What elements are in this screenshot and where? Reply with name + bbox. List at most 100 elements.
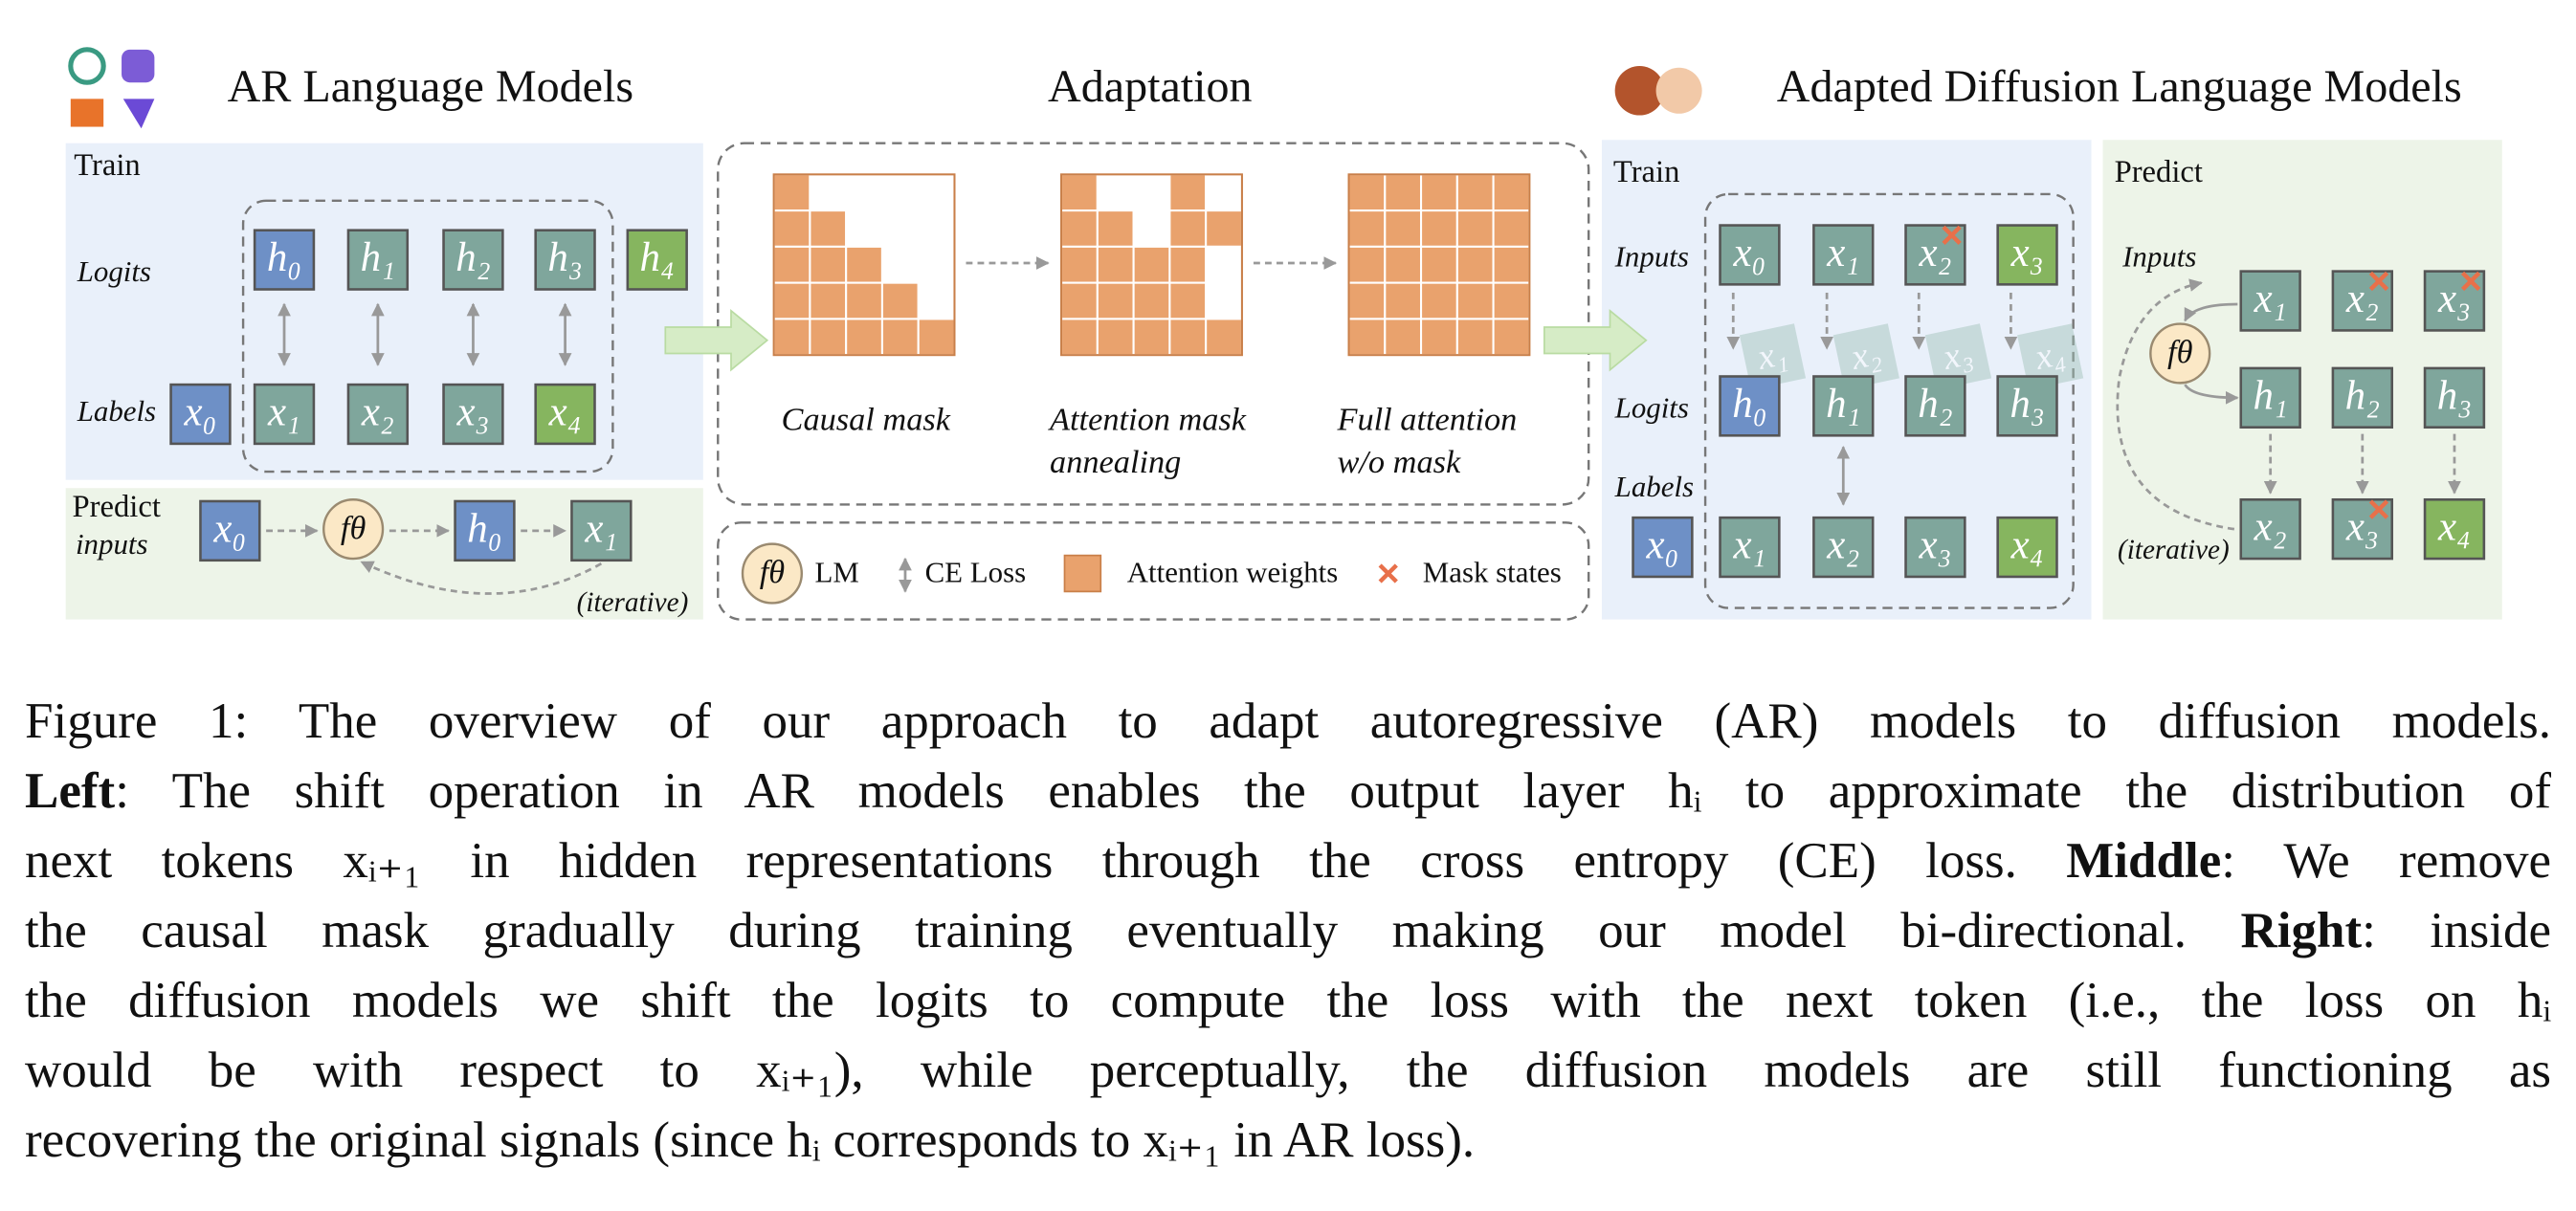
token-box: [346, 383, 410, 446]
mask-cell: [845, 318, 883, 357]
caption-line: the diffusion models we shift the logits…: [25, 966, 2551, 1036]
shifted-token: x₄: [2016, 323, 2084, 390]
grid-frame: [1060, 173, 1243, 357]
shifted-token: x₂: [1832, 323, 1899, 390]
lm-label: fθ: [341, 510, 366, 546]
mask-cell: [772, 318, 811, 357]
mask-cell: [1205, 318, 1243, 357]
token-box: [534, 229, 596, 291]
token-box: [2423, 497, 2486, 561]
token-box: [442, 383, 504, 446]
token-label: x₁: [1826, 231, 1859, 275]
label: Full attention: [1337, 401, 1518, 437]
mask-cell: [1132, 209, 1171, 248]
token-label: x₂: [1826, 523, 1859, 568]
lm-circle: [2149, 322, 2211, 385]
caption: Figure 1: The overview of our approach t…: [25, 687, 2551, 1176]
arrow: [2184, 384, 2239, 405]
caption-text: : The shift operation in AR models enabl…: [115, 763, 2551, 819]
heading: AR Language Models: [228, 61, 633, 112]
token-box: [2423, 270, 2486, 332]
token-label: x₁: [2254, 276, 2287, 321]
token-box: [1996, 516, 2058, 579]
token-label: h₂: [2345, 373, 2380, 418]
token-label: x₂: [2254, 505, 2287, 550]
caption-bold: Middle: [2066, 833, 2222, 889]
mask-cell: [809, 281, 848, 320]
big-arrow: [664, 309, 769, 372]
token-box: [1719, 516, 1781, 579]
caption-text: recovering the original signals (since h…: [25, 1112, 1476, 1168]
mask-cell: [880, 281, 920, 320]
token-box: [2239, 270, 2301, 332]
mask-cell: [917, 173, 956, 212]
token-label: x₃: [2010, 231, 2044, 275]
mask-cell: [1168, 318, 1208, 357]
mask-cell: [1492, 245, 1531, 284]
token-label: x₄: [2437, 505, 2471, 550]
label: Logits: [1614, 391, 1689, 425]
token-box: [1924, 323, 1992, 390]
mask-cell: [1347, 173, 1387, 212]
mask-cell: [1347, 281, 1387, 320]
mask-cell: [1492, 173, 1531, 212]
label: annealing: [1050, 444, 1181, 480]
token-box: [2239, 366, 2301, 429]
label: w/o mask: [1338, 444, 1461, 480]
legend-box: [717, 521, 1590, 621]
mask-cell: [772, 173, 811, 212]
shifted-token: x₃: [1924, 323, 1992, 390]
heading: Adaptation: [1048, 61, 1253, 112]
token-box: [454, 499, 516, 562]
mask-cross: [2460, 271, 2481, 292]
mask-cell: [1205, 173, 1243, 212]
caption-line: the causal mask gradually during trainin…: [25, 896, 2551, 966]
label: Train: [1613, 155, 1679, 189]
mask-cell: [1132, 245, 1171, 284]
heading: Adapted Diffusion Language Models: [1777, 61, 2462, 112]
mask-cell: [917, 209, 956, 248]
mask-cell: [1060, 209, 1099, 248]
mask-cell: [772, 245, 811, 284]
legend-swatch: [1063, 554, 1102, 593]
caption-text: the causal mask gradually during trainin…: [25, 903, 2241, 958]
label: Logits: [77, 254, 151, 288]
label: (iterative): [577, 587, 689, 618]
token-label: x₁: [267, 390, 300, 435]
token-label: h₀: [1732, 382, 1766, 427]
token-box: [1719, 224, 1781, 286]
token-label: x₃: [1918, 523, 1951, 568]
token-box: [1739, 323, 1807, 390]
grid-frame: [772, 173, 956, 357]
token-label: x₁: [584, 506, 617, 551]
mask-cell: [809, 318, 848, 357]
mask-cell: [917, 318, 956, 357]
mask-cell: [1060, 173, 1099, 212]
mask-cross: [2368, 271, 2389, 292]
mask-cell: [880, 245, 920, 284]
token-label: x₃: [2437, 276, 2471, 321]
mask-cell: [1132, 281, 1171, 320]
mask-cell: [809, 173, 848, 212]
mask-cell: [1420, 281, 1458, 320]
label: Attention weights: [1127, 555, 1339, 588]
mask-cell: [772, 281, 811, 320]
token-box: [1632, 516, 1694, 579]
label: CE Loss: [925, 555, 1027, 588]
mask-cell: [1096, 245, 1135, 284]
token-box: [1996, 224, 2058, 286]
shifted-token: x₁: [1739, 323, 1807, 390]
mask-cell: [845, 209, 883, 248]
lm-label: fθ: [760, 554, 786, 590]
caption-line: would be with respect to xᵢ₊₁), while pe…: [25, 1036, 2551, 1106]
token-box: [442, 229, 504, 291]
token-box: [1996, 375, 2058, 437]
caption-bold: Right: [2240, 903, 2363, 958]
token-label: h₃: [2010, 382, 2044, 427]
token-label: x₁: [1732, 523, 1765, 568]
arrow: [360, 561, 603, 595]
token-box: [570, 499, 633, 562]
mask-cell: [809, 209, 848, 248]
mask-cross: [1378, 563, 1398, 583]
